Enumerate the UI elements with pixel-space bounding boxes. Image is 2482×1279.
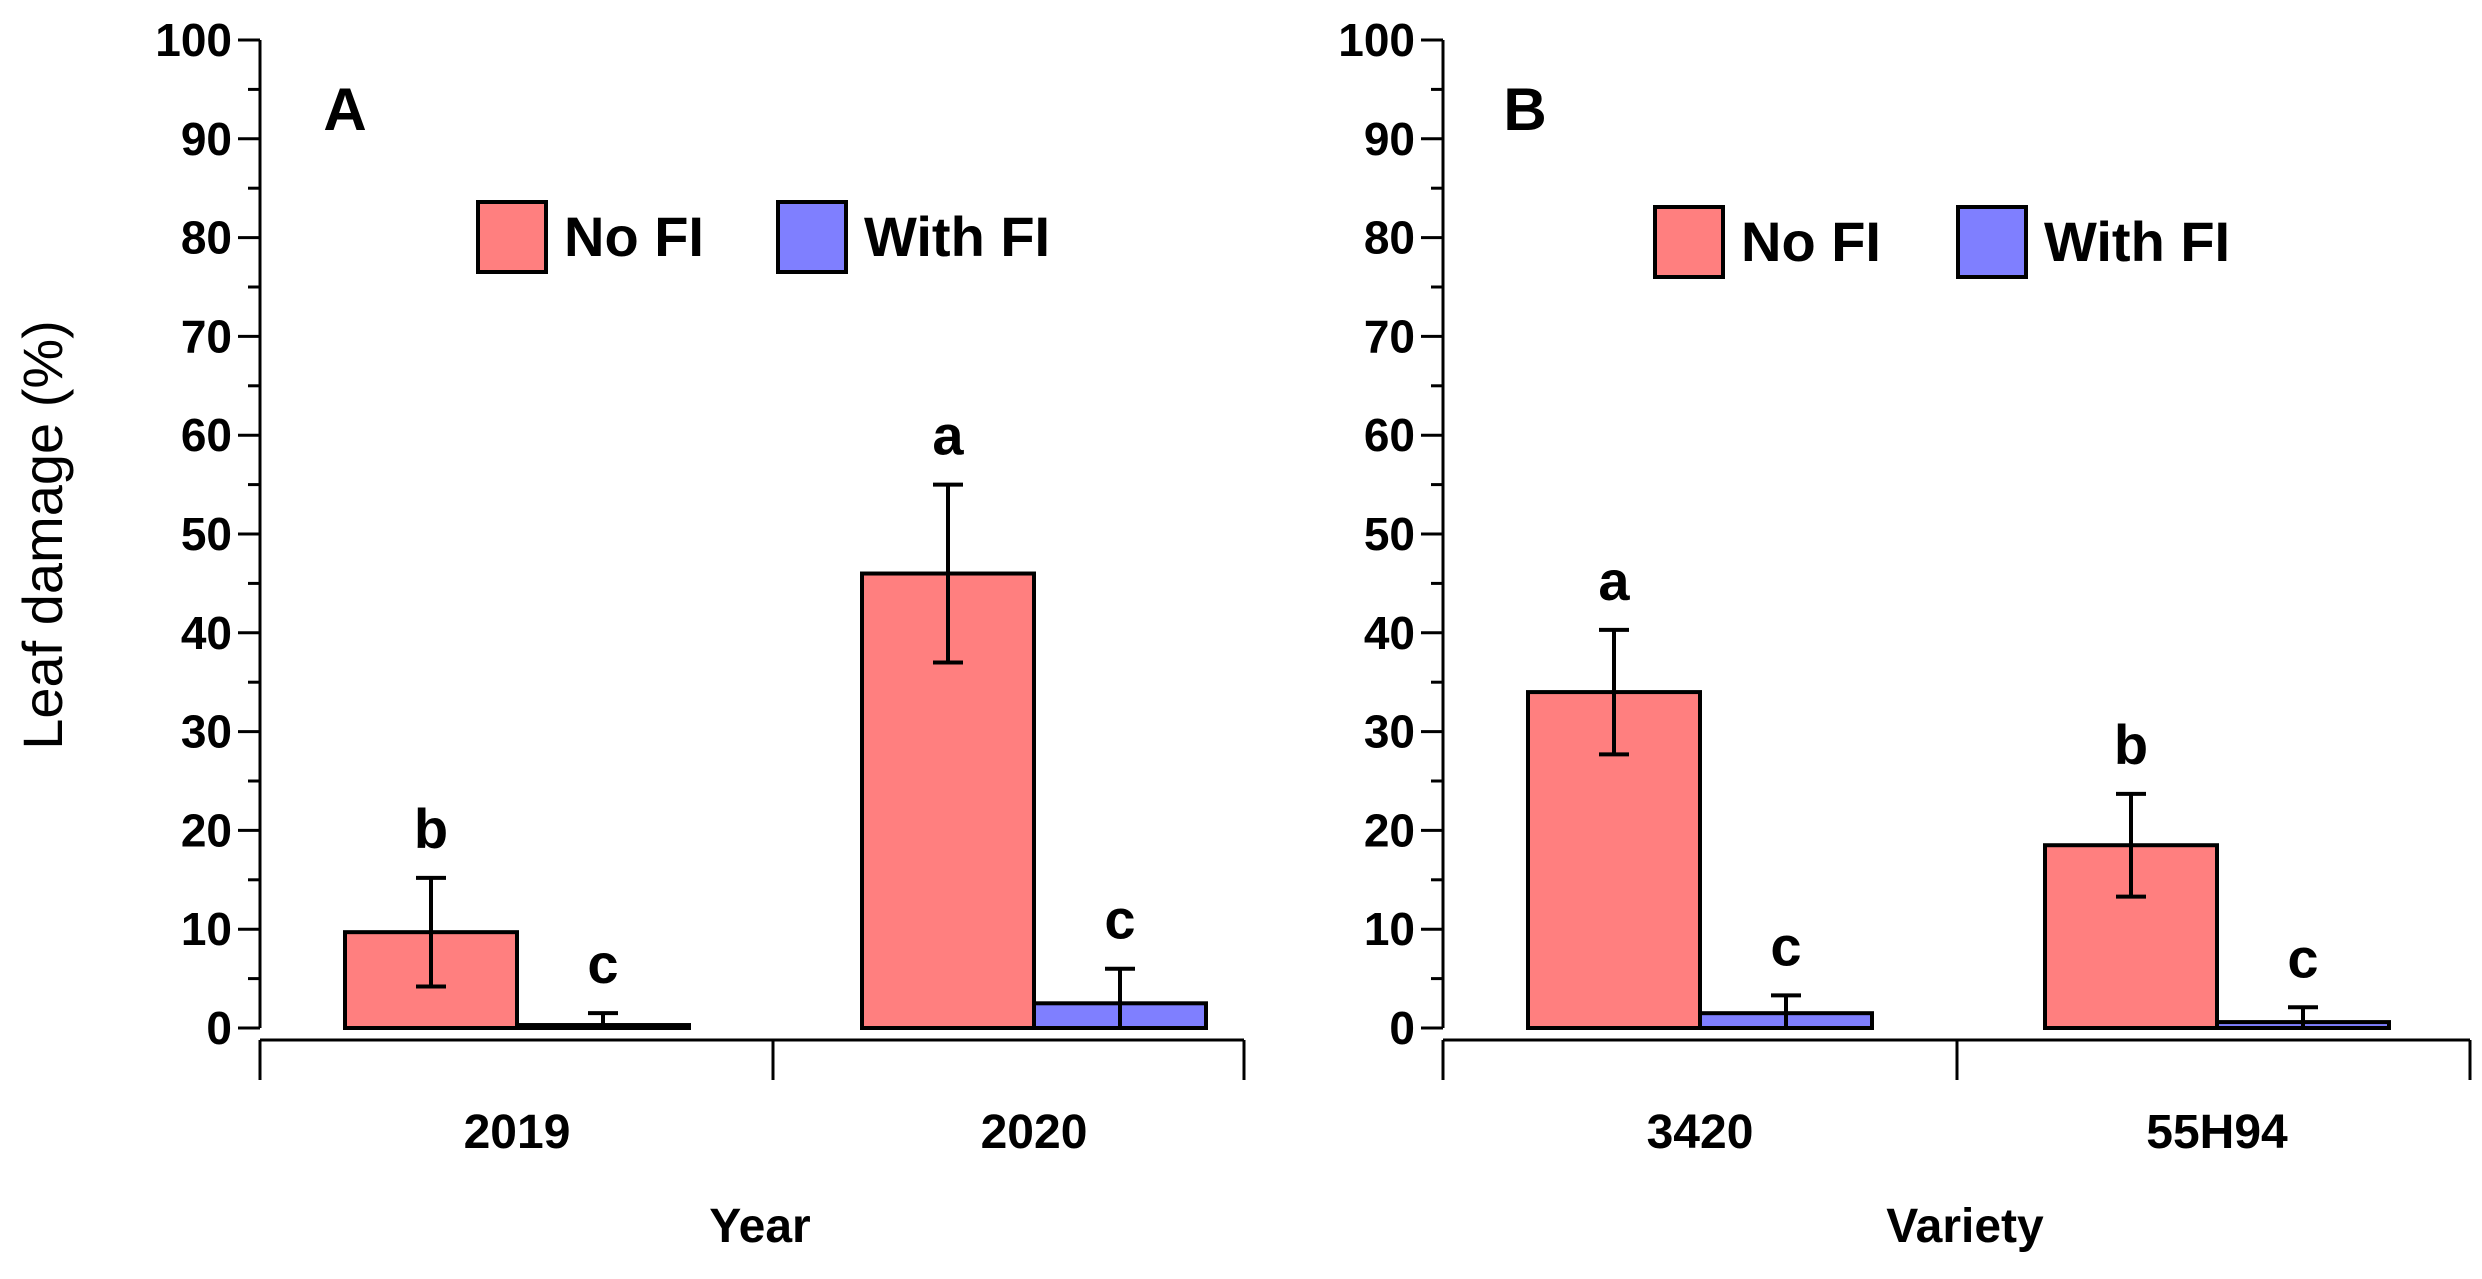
legend-swatch [476,200,548,274]
y-tick-label: 60 [1364,409,1415,461]
y-tick-label: 90 [1364,113,1415,165]
legend-swatch [776,200,848,274]
y-tick-label: 50 [1364,508,1415,560]
y-tick-label: 10 [1364,903,1415,955]
y-tick-label: 90 [181,113,232,165]
y-tick-label: 20 [181,804,232,856]
significance-letter: b [414,797,448,860]
y-tick-label: 80 [1364,212,1415,264]
y-tick-label: 100 [155,14,232,66]
x-category-label: 2019 [464,1106,571,1159]
y-tick-label: 30 [1364,706,1415,758]
panel-letter: A [323,76,366,143]
panels: 0102030405060708090100bc2019ac2020YearAN… [155,14,2472,1253]
x-category-label: 3420 [1647,1106,1754,1159]
significance-letter: c [587,932,618,995]
x-axis-title: Year [709,1200,810,1253]
significance-letter: a [1598,549,1630,612]
y-tick-label: 40 [1364,607,1415,659]
significance-letter: c [1104,888,1135,951]
legend-swatch [1956,205,2028,279]
legend-label: With FI [2044,210,2230,273]
significance-letter: c [1770,914,1801,977]
significance-letter: c [2287,926,2318,989]
y-tick-label: 60 [181,409,232,461]
panel-b: 0 10 20 30 40 50 60 70 80 90 100 a c 3420 b c 55H94 Varie… [1338,14,2472,1253]
legend-swatch [1653,205,1725,279]
y-tick-label: 10 [181,903,232,955]
y-axis-label: Leaf damage (%) [11,320,74,750]
panel-letter: B [1503,76,1546,143]
legend-label: No FI [1741,210,1881,273]
legend-label: With FI [864,205,1050,268]
y-tick-label: 0 [1389,1002,1415,1054]
legend-label: No FI [564,205,704,268]
y-tick-label: 30 [181,706,232,758]
y-tick-label: 50 [181,508,232,560]
panel-a: 0 10 20 30 40 50 60 70 80 90 100 b c 2019 a c 2020 Year A N… [155,14,1246,1253]
y-tick-label: 0 [206,1002,232,1054]
x-category-label: 2020 [981,1106,1088,1159]
y-tick-label: 70 [1364,310,1415,362]
y-tick-label: 100 [1338,14,1415,66]
y-tick-label: 20 [1364,804,1415,856]
y-tick-label: 40 [181,607,232,659]
significance-letter: b [2114,713,2148,776]
y-tick-label: 80 [181,212,232,264]
y-tick-label: 70 [181,310,232,362]
x-axis-title: Variety [1886,1200,2044,1253]
x-category-label: 55H94 [2146,1106,2288,1159]
significance-letter: a [932,404,964,467]
